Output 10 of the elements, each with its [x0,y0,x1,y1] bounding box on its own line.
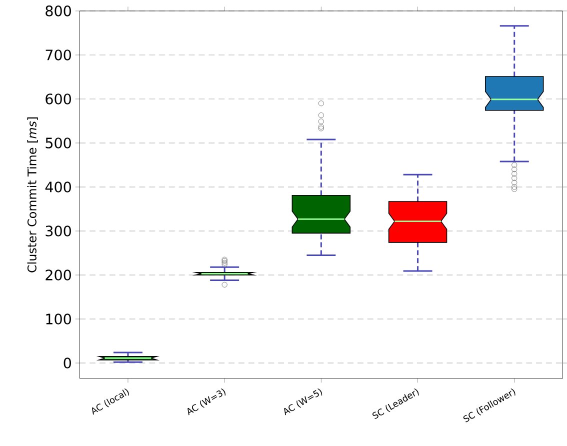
y-tick-label: 200 [46,270,71,280]
y-tick-label: 600 [46,94,71,104]
y-axis-title: Cluster Commit Time [ms] [27,117,38,272]
y-tick-label: 300 [46,226,71,236]
y-tick-label: 800 [46,5,71,16]
y-tick-label: 500 [46,138,71,148]
y-tick-label: 0 [64,358,71,368]
y-tick-label: 100 [46,314,71,324]
y-tick-label: 400 [45,182,71,192]
y-tick-label: 700 [46,50,71,60]
